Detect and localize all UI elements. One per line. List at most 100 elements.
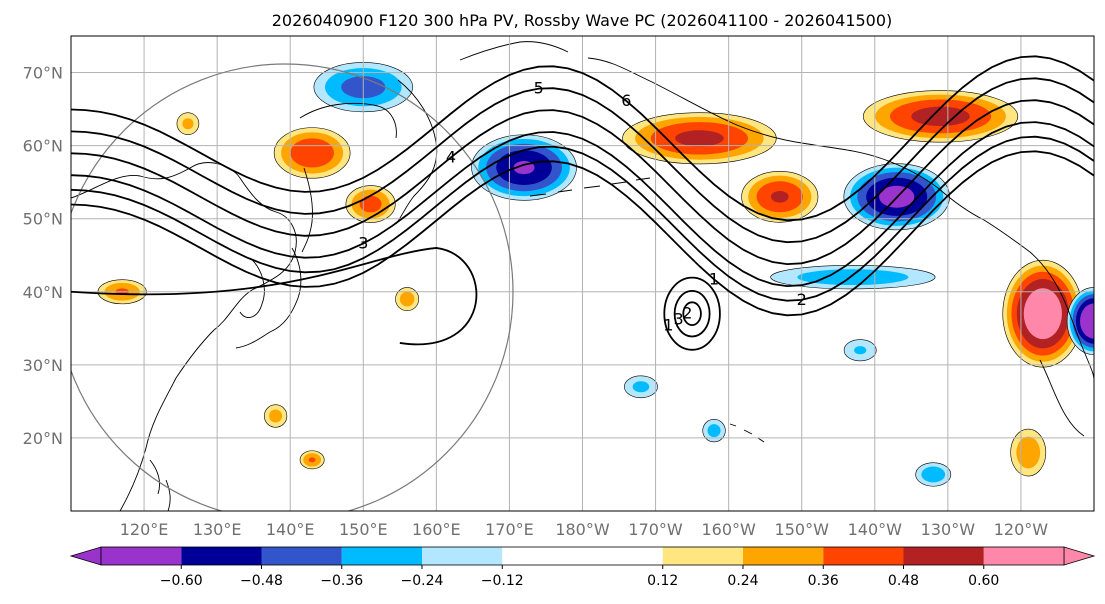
contour-line (71, 77, 1094, 244)
contour-line (71, 135, 1094, 302)
anomaly-band (770, 190, 789, 203)
contour-label: 2 (797, 290, 807, 309)
x-axis-tick-labels: 120°E 130°E 140°E 150°E 160°E 170°E 180°W 170°W… (120, 520, 1049, 539)
contour-label: 2 (682, 304, 692, 323)
contour-line (71, 55, 1094, 222)
y-tick-label: 50°N (23, 210, 63, 229)
colorbar-bin (823, 547, 904, 565)
anomaly-blob (862, 90, 1019, 143)
anomaly-blob (299, 450, 325, 470)
colorbar-bin (181, 547, 262, 565)
coastline-alaska (587, 57, 1094, 381)
map-frame (70, 35, 1095, 512)
colorbar-extend-low (69, 546, 102, 566)
x-tick-label: 170°W (628, 520, 683, 539)
colorbar-bin (903, 547, 984, 565)
y-tick-label: 30°N (23, 356, 63, 375)
anomaly-blob (702, 419, 726, 443)
coastline-layer (71, 41, 1094, 511)
chart-title: 2026040900 F120 300 hPa PV, Rossby Wave … (272, 11, 893, 30)
anomaly-band (308, 457, 316, 463)
anomaly-band (675, 130, 724, 147)
x-tick-label: 120°W (994, 520, 1049, 539)
x-tick-label: 120°E (120, 520, 169, 539)
anomaly-band (632, 381, 650, 393)
colorbar-bin (341, 547, 423, 565)
anomaly-blob (1066, 287, 1094, 355)
anomaly-band (797, 269, 909, 286)
contour-label: 3 (358, 234, 368, 253)
coastline-aleutians (529, 177, 651, 197)
anomaly-blob (264, 404, 288, 428)
cutoff-contour (663, 276, 721, 351)
y-tick-label: 20°N (23, 429, 63, 448)
x-tick-label: 160°E (412, 520, 461, 539)
coastline-hawaii (729, 423, 765, 443)
colorbar-frame (100, 546, 1065, 566)
coastline-sakhalin (301, 167, 313, 253)
anomaly-band (1080, 303, 1094, 339)
x-tick-label: 140°W (848, 520, 903, 539)
anomaly-blob (1010, 428, 1047, 477)
coastline-kamchatka (395, 79, 438, 225)
anomaly-band (290, 138, 335, 168)
coastline-philippines (149, 459, 171, 511)
anomaly-blob (622, 112, 777, 165)
colorbar-bin (502, 547, 663, 565)
x-tick-label: 150°W (775, 520, 830, 539)
colorbar-bin (743, 547, 824, 565)
x-tick-label: 140°E (266, 520, 315, 539)
anomaly-blob (1002, 259, 1084, 368)
y-axis-tick-labels: 20°N 30°N 40°N 50°N 60°N 70°N (23, 64, 63, 448)
contour-label: 4 (446, 147, 456, 166)
anomaly-band (911, 106, 970, 127)
pv-shading-layer (97, 62, 1094, 487)
contour-line (71, 150, 1094, 317)
colorbar-extend-high (1063, 546, 1096, 566)
contour-label: 6 (621, 91, 631, 110)
anomaly-band (1016, 436, 1041, 469)
colorbar-tick-label: 0.48 (888, 573, 919, 589)
coastline-korea (239, 257, 265, 318)
cutoff-contour (682, 301, 702, 326)
contour-label: 5 (534, 79, 544, 98)
contour-label: 1 (663, 316, 673, 335)
contour-label: 1 (709, 269, 719, 288)
colorbar: −0.60 −0.48 −0.36 −0.24 −0.12 0.12 0.24 0.36 0.4… (69, 546, 1096, 589)
contour-line (71, 121, 1094, 288)
colorbar-tick-label: 0.36 (808, 573, 839, 589)
x-tick-label: 160°W (701, 520, 756, 539)
x-tick-label: 130°W (921, 520, 976, 539)
colorbar-tick-label: 0.60 (968, 573, 999, 589)
contour-label: 3 (673, 310, 683, 329)
colorbar-tick-label: −0.48 (240, 573, 283, 589)
anomaly-band (707, 424, 721, 438)
anomaly-band (269, 409, 283, 423)
cutoff-contour (673, 289, 711, 338)
coastline-okhotsk (299, 102, 397, 139)
coastline-baja (1039, 359, 1085, 437)
pv-contour-layer (71, 55, 1094, 351)
anomaly-blob (624, 375, 658, 399)
colorbar-bin (422, 547, 503, 565)
colorbar-bin (261, 547, 342, 565)
colorbar-tick-label: 0.12 (647, 573, 678, 589)
anomaly-blob (273, 127, 351, 179)
anomaly-band (359, 195, 382, 213)
colorbar-bin (983, 547, 1065, 565)
colorbar-tick-label: 0.24 (727, 573, 758, 589)
range-circle (71, 63, 514, 511)
y-tick-label: 70°N (23, 64, 63, 83)
x-tick-label: 180°W (555, 520, 610, 539)
contour-line (71, 247, 478, 346)
anomaly-band (399, 291, 415, 307)
anomaly-blob (915, 462, 952, 487)
anomaly-blob (843, 339, 877, 362)
x-tick-label: 150°E (339, 520, 388, 539)
coastline-asia (71, 162, 297, 511)
anomaly-blob (471, 134, 577, 201)
x-tick-label: 130°E (193, 520, 242, 539)
